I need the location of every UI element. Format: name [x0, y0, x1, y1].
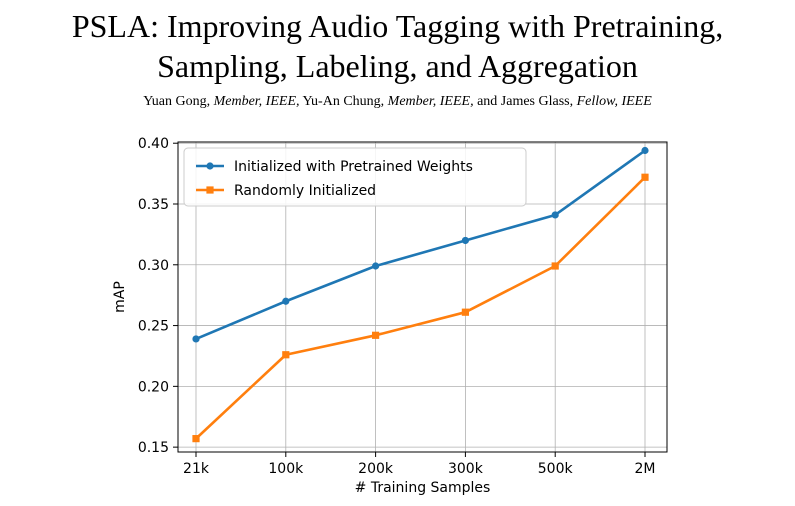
x-tick-label: 2M [635, 461, 656, 477]
author-name: and James Glass, [477, 94, 574, 109]
data-point-pretrained [192, 335, 200, 343]
author-affiliation: Member, IEEE, [387, 94, 474, 109]
data-point-random [192, 435, 200, 443]
legend-marker [206, 162, 214, 170]
data-point-pretrained [282, 297, 290, 305]
x-tick-label: 200k [358, 461, 394, 477]
series-line-1 [195, 149, 646, 341]
author-affiliation: Fellow, IEEE [576, 94, 652, 109]
data-point-random [641, 173, 649, 181]
series-line-2 [195, 176, 646, 440]
title-line-2: Sampling, Labeling, and Aggregation [157, 48, 638, 84]
y-tick-label: 0.40 [138, 136, 169, 152]
author-line: Yuan Gong, Member, IEEE, Yu-An Chung, Me… [0, 94, 795, 110]
y-tick-label: 0.35 [138, 197, 169, 213]
y-tick-label: 0.30 [138, 258, 169, 274]
x-tick-label: 500k [538, 461, 574, 477]
data-point-pretrained [461, 236, 469, 245]
author-name: Yuan Gong, [143, 94, 211, 109]
data-point-pretrained [372, 262, 380, 270]
data-point-random [372, 331, 380, 339]
data-point-random [282, 351, 290, 359]
data-point-random [461, 308, 469, 316]
title-line-1: PSLA: Improving Audio Tagging with Pretr… [71, 8, 724, 44]
data-point-pretrained [641, 146, 649, 155]
y-tick-label: 0.15 [138, 440, 169, 456]
x-tick-label: 21k [183, 461, 210, 477]
legend-label: Initialized with Pretrained Weights [234, 159, 473, 175]
legend-marker [206, 186, 214, 194]
y-axis-label: mAP [112, 281, 128, 313]
paper-title: PSLA: Improving Audio Tagging with Pretr… [0, 6, 795, 86]
y-tick-label: 0.25 [138, 319, 169, 335]
author-affiliation: Member, IEEE, [213, 94, 300, 109]
legend-box [183, 147, 527, 207]
plot-frame [177, 141, 668, 453]
data-point-pretrained [551, 211, 559, 219]
x-tick-label: 300k [448, 461, 484, 477]
y-tick-label: 0.20 [138, 379, 169, 395]
x-axis-label: # Training Samples [355, 480, 491, 496]
data-point-random [551, 262, 559, 270]
author-name: Yu-An Chung, [302, 94, 385, 109]
legend-label: Randomly Initialized [234, 183, 376, 199]
x-tick-label: 100k [268, 461, 304, 477]
